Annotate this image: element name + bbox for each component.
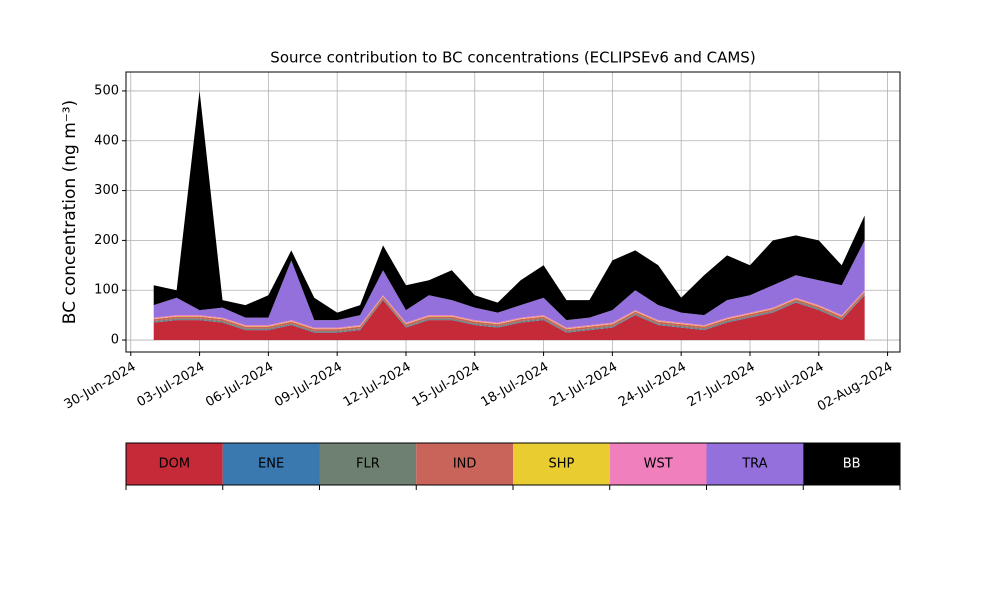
legend-swatch [416,443,513,485]
area [153,291,865,332]
legend-label: SHP [548,457,574,472]
area [153,291,865,330]
y-tick-label: 300 [94,183,119,198]
legend-label: IND [453,457,477,472]
x-tick-label: 24-Jul-2024 [616,360,689,411]
area [153,290,865,329]
legend-label: DOM [159,457,190,472]
x-tick-label: 03-Jul-2024 [135,360,208,411]
y-tick-label: 400 [94,133,119,148]
legend-label: ENE [258,457,284,472]
y-tick-label: 0 [111,333,119,348]
chart-title: Source contribution to BC concentrations… [270,49,755,67]
x-tick-label: 15-Jul-2024 [410,360,483,411]
area [153,240,865,328]
legend-swatch [513,443,610,485]
x-tick-label: 27-Jul-2024 [685,360,758,411]
legend-label: WST [644,457,673,472]
legend-swatch [319,443,417,485]
legend-swatch [803,443,900,485]
legend-swatch [706,443,804,485]
legend-label: BB [843,457,861,472]
area [153,294,865,333]
area [153,293,865,333]
x-tick-label: 06-Jul-2024 [203,360,276,411]
legend-frame [125,442,901,486]
y-tick-label: 500 [94,83,119,98]
legend-label: TRA [741,457,767,472]
x-tick-label: 21-Jul-2024 [547,360,620,411]
x-tick-label: 12-Jul-2024 [341,360,414,411]
x-tick-label: 09-Jul-2024 [272,360,345,411]
x-tick-label: 30-Jun-2024 [62,360,139,413]
x-tick-label: 18-Jul-2024 [479,360,552,411]
legend-swatch [126,443,223,485]
y-axis-label: BC concentration (ng m⁻³) [60,100,80,324]
legend-label: FLR [356,457,380,472]
plot-frame [125,71,901,353]
y-tick-label: 100 [94,283,119,298]
area [153,90,865,321]
legend-swatch [609,443,707,485]
legend-swatch [222,443,320,485]
area [153,295,865,341]
x-tick-label: 02-Aug-2024 [815,360,895,415]
y-tick-label: 200 [94,233,119,248]
